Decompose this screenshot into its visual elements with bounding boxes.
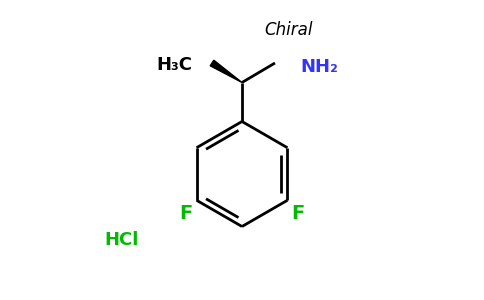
Text: F: F: [180, 204, 193, 223]
Text: NH₂: NH₂: [301, 58, 338, 76]
Text: HCl: HCl: [105, 231, 139, 249]
Text: F: F: [291, 204, 304, 223]
Text: Chiral: Chiral: [264, 21, 313, 39]
Text: H₃C: H₃C: [156, 56, 193, 74]
Polygon shape: [210, 60, 242, 82]
